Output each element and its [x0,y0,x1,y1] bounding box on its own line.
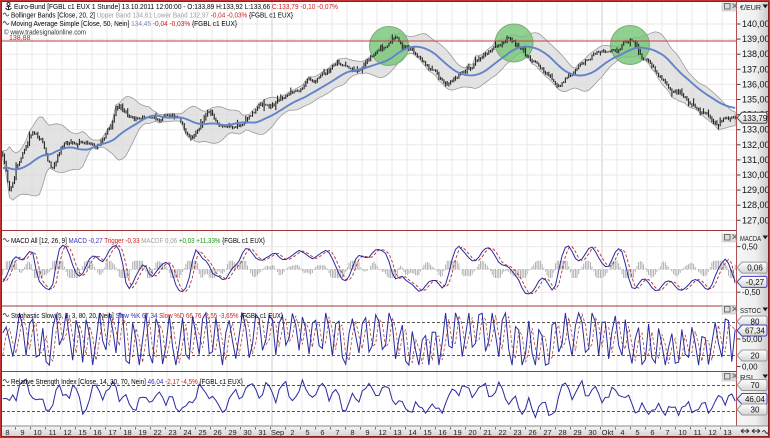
svg-text:19: 19 [453,428,461,437]
svg-text:RSI: RSI [740,373,753,382]
svg-text:8: 8 [350,428,354,437]
svg-text:11: 11 [49,428,57,437]
svg-text:12: 12 [378,428,386,437]
svg-text:Euro-Bund [FGBL c1 EUX 1 Stun: Euro-Bund [FGBL c1 EUX 1 Stunde] 13.10.2… [14,4,338,11]
svg-text:-0,27: -0,27 [746,278,765,287]
svg-text:22: 22 [498,428,506,437]
svg-text:Okt: Okt [602,428,615,437]
svg-text:133,79: 133,79 [743,114,768,123]
svg-text:18: 18 [123,428,131,437]
svg-text:139,00: 139,00 [742,34,770,44]
svg-text:27: 27 [543,428,551,437]
svg-text:127,00: 127,00 [742,215,770,225]
svg-text:16: 16 [93,428,101,437]
svg-text:8: 8 [5,428,9,437]
svg-text:12: 12 [63,428,71,437]
svg-text:5: 5 [305,428,309,437]
svg-text:11: 11 [694,428,702,437]
svg-text:7: 7 [665,428,669,437]
svg-text:10: 10 [33,428,41,437]
svg-text:9: 9 [365,428,369,437]
svg-text:-0,50: -0,50 [742,288,761,297]
svg-text:22: 22 [153,428,161,437]
svg-text:46,04: 46,04 [745,395,766,404]
svg-text:133,00: 133,00 [742,125,770,135]
svg-text:132,00: 132,00 [742,140,770,150]
svg-text:0,00: 0,00 [742,363,758,372]
svg-text:30: 30 [751,406,760,415]
svg-text:26: 26 [528,428,536,437]
svg-text:129,00: 129,00 [742,185,770,195]
svg-text:25: 25 [198,428,206,437]
svg-text:Sep: Sep [271,428,284,437]
svg-text:SSTOC: SSTOC [740,306,761,315]
svg-text:31: 31 [258,428,266,437]
svg-text:17: 17 [108,428,116,437]
svg-text:© www.tradesignalonline.com: © www.tradesignalonline.com [4,29,86,37]
svg-text:13: 13 [723,428,731,437]
svg-text:70: 70 [751,381,760,390]
svg-text:0,06: 0,06 [747,264,763,273]
svg-text:10: 10 [678,428,686,437]
svg-text:80: 80 [751,318,760,327]
svg-text:MACDA: MACDA [740,234,761,243]
svg-text:€/EUR: €/EUR [740,3,762,12]
svg-text:67,34: 67,34 [745,327,766,336]
svg-text:19: 19 [138,428,146,437]
svg-text:140,00: 140,00 [742,19,770,29]
svg-text:Moving Average Simple [Close,: Moving Average Simple [Close, 50, Nein] … [11,21,238,28]
svg-text:23: 23 [168,428,176,437]
svg-text:137,00: 137,00 [742,64,770,74]
svg-text:136,00: 136,00 [742,79,770,89]
svg-text:138,88: 138,88 [9,35,31,42]
svg-text:4: 4 [620,428,624,437]
svg-text:29: 29 [228,428,236,437]
svg-text:21: 21 [483,428,491,437]
svg-text:5: 5 [635,428,639,437]
svg-text:131,00: 131,00 [742,155,770,165]
svg-text:Relative Strength Index [Close: Relative Strength Index [Close, 14, 30, … [11,379,244,386]
svg-text:138,00: 138,00 [742,49,770,59]
svg-text:Bollinger Bands [Close, 20, 2]: Bollinger Bands [Close, 20, 2] Upper Ban… [11,13,294,20]
svg-text:30: 30 [243,428,251,437]
svg-text:9: 9 [20,428,24,437]
svg-text:50,00: 50,00 [742,335,763,344]
svg-text:23: 23 [513,428,521,437]
svg-text:20: 20 [751,352,760,361]
svg-text:128,00: 128,00 [742,200,770,210]
svg-text:26: 26 [213,428,221,437]
svg-text:130,00: 130,00 [742,170,770,180]
svg-text:MACD All [12, 26, 9] MACD -0,2: MACD All [12, 26, 9] MACD -0,27 Trigger … [11,238,266,245]
svg-text:12: 12 [708,428,716,437]
svg-text:13: 13 [393,428,401,437]
svg-text:30: 30 [588,428,596,437]
svg-text:24: 24 [183,428,191,437]
svg-text:135,00: 135,00 [742,95,770,105]
svg-text:Stochastic Slow [5, 3, 3, 80,: Stochastic Slow [5, 3, 3, 80, 20, Nein] … [11,313,284,320]
svg-text:6: 6 [320,428,324,437]
svg-text:29: 29 [573,428,581,437]
svg-text:15: 15 [78,428,86,437]
svg-text:20: 20 [468,428,476,437]
svg-text:0,50: 0,50 [742,243,758,252]
svg-text:16: 16 [438,428,446,437]
svg-text:14: 14 [408,428,416,437]
svg-text:7: 7 [335,428,339,437]
svg-text:6: 6 [650,428,654,437]
svg-text:15: 15 [423,428,431,437]
svg-text:28: 28 [558,428,566,437]
svg-text:2: 2 [290,428,294,437]
